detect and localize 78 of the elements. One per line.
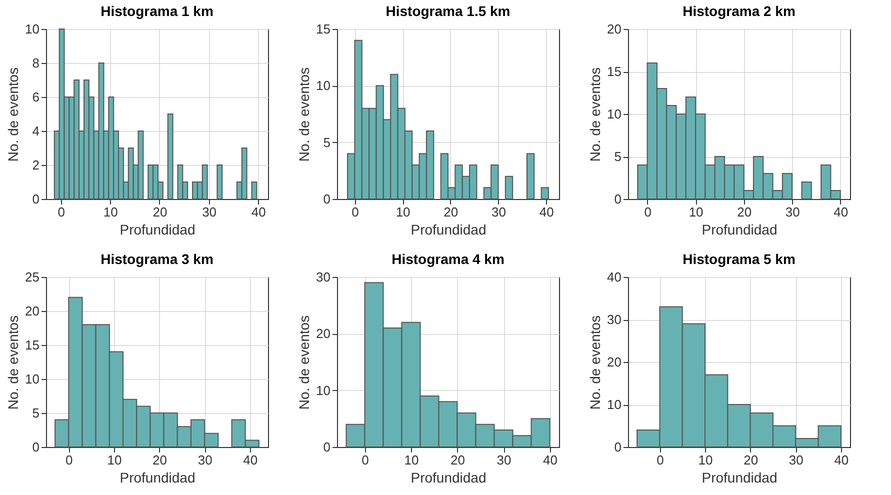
x-axis-title: Profundidad (410, 222, 486, 238)
x-tick-label: 30 (202, 204, 217, 220)
chart-title: Histograma 2 km (682, 3, 796, 19)
y-tick-label: 5 (614, 149, 622, 164)
x-axis-title: Profundidad (120, 222, 196, 238)
y-tick-label: 0 (32, 440, 40, 454)
x-tick-label: 0 (58, 204, 65, 220)
y-tick-label: 8 (32, 56, 40, 70)
x-tick-label: 40 (243, 452, 258, 468)
x-tick-label: 30 (788, 452, 804, 468)
y-tick-label: 40 (607, 270, 622, 284)
x-tick-label: 30 (492, 204, 506, 220)
x-tick-label: 10 (396, 204, 410, 220)
x-axis-title: Profundidad (702, 470, 778, 486)
y-tick-label: 15 (25, 338, 40, 352)
x-tick-label: 20 (450, 452, 465, 468)
x-tick-label: 40 (251, 204, 266, 220)
x-tick-label: 40 (834, 204, 848, 220)
y-axis-title: No. de eventos (5, 67, 22, 162)
y-tick-label: 20 (316, 326, 330, 342)
y-axis-title: No. de eventos (587, 67, 604, 162)
x-tick-label: 0 (362, 452, 369, 468)
y-axis-title: No. de eventos (5, 315, 22, 410)
x-tick-label: 0 (66, 452, 73, 468)
y-tick-label: 20 (607, 22, 622, 36)
y-tick-label: 10 (607, 397, 622, 412)
x-tick-label: 40 (539, 204, 554, 220)
x-tick-label: 0 (656, 452, 664, 468)
y-tick-label: 0 (32, 192, 40, 206)
x-tick-label: 20 (152, 204, 168, 220)
y-axis-title: No. de eventos (296, 315, 312, 410)
x-tick-label: 0 (644, 204, 652, 220)
chart-title: Histograma 5 km (682, 251, 796, 267)
x-tick-label: 10 (404, 452, 419, 468)
y-tick-label: 5 (32, 406, 40, 420)
y-tick-label: 0 (614, 192, 622, 206)
x-tick-label: 10 (698, 452, 713, 468)
y-axis-title: No. de eventos (587, 315, 604, 410)
x-tick-label: 10 (103, 204, 118, 220)
y-tick-label: 15 (607, 64, 622, 79)
x-tick-label: 20 (744, 452, 758, 468)
y-tick-label: 10 (316, 78, 330, 94)
x-tick-label: 0 (352, 204, 359, 220)
x-tick-label: 20 (152, 452, 167, 468)
y-tick-label: 2 (32, 158, 40, 172)
y-tick-label: 4 (32, 124, 40, 138)
y-tick-label: 6 (32, 90, 40, 104)
y-tick-label: 10 (316, 382, 330, 398)
x-tick-label: 20 (444, 204, 458, 220)
y-tick-label: 25 (25, 270, 40, 284)
y-tick-label: 15 (316, 22, 330, 36)
y-tick-label: 5 (323, 134, 330, 150)
y-tick-label: 10 (25, 372, 40, 386)
chart-title: Histograma 3 km (100, 251, 214, 267)
x-tick-label: 30 (198, 452, 212, 468)
y-tick-label: 10 (25, 22, 40, 36)
x-tick-label: 40 (543, 452, 558, 468)
x-tick-label: 20 (737, 204, 752, 220)
x-tick-label: 30 (785, 204, 800, 220)
chart-title: Histograma 1 km (100, 3, 214, 19)
x-axis-title: Profundidad (410, 470, 486, 486)
chart-title: Histograma 1.5 km (386, 3, 510, 19)
y-tick-label: 30 (607, 312, 622, 327)
x-tick-label: 40 (834, 452, 849, 468)
x-tick-label: 10 (107, 452, 122, 468)
y-tick-label: 10 (607, 106, 622, 122)
y-axis-title: No. de eventos (296, 67, 312, 162)
y-tick-label: 20 (607, 354, 622, 370)
x-tick-label: 30 (496, 452, 512, 468)
x-tick-label: 10 (688, 204, 704, 220)
y-tick-label: 0 (323, 192, 330, 206)
chart-title: Histograma 4 km (392, 251, 504, 267)
y-tick-label: 0 (323, 440, 330, 454)
x-axis-title: Profundidad (120, 470, 196, 486)
x-axis-title: Profundidad (702, 222, 778, 238)
y-tick-label: 30 (316, 270, 330, 284)
y-tick-label: 20 (25, 304, 40, 318)
y-tick-label: 0 (614, 440, 622, 454)
